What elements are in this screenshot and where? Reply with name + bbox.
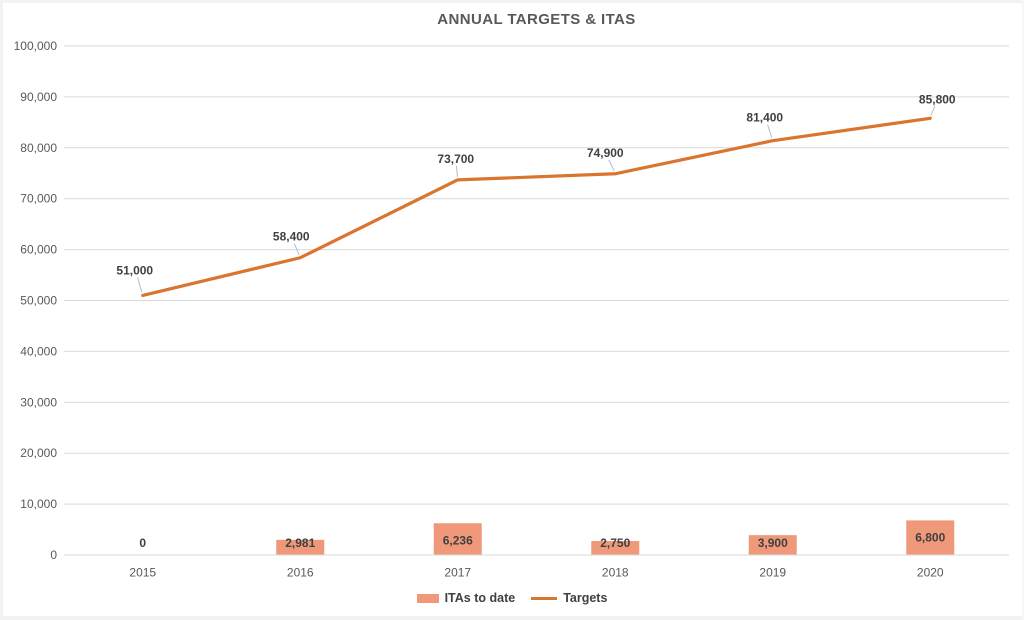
- y-axis-tick-label: 10,000: [20, 497, 57, 511]
- itas-data-label: 2,981: [285, 536, 315, 550]
- x-axis-tick-label: 2017: [444, 566, 471, 580]
- y-axis-tick-label: 40,000: [20, 344, 57, 358]
- itas-data-label: 6,236: [443, 533, 473, 547]
- bar-2020: [906, 520, 955, 555]
- legend-label-itas-to-date: ITAs to date: [444, 591, 516, 605]
- x-axis-tick-label: 2015: [129, 566, 156, 580]
- data-label-leader-line: [930, 106, 936, 116]
- targets-data-label: 58,400: [273, 230, 310, 244]
- targets-data-label: 74,900: [587, 146, 624, 160]
- bar-2018: [591, 541, 640, 555]
- y-axis-tick-label: 0: [50, 548, 57, 562]
- x-axis-tick-label: 2019: [759, 566, 786, 580]
- itas-data-label: 0: [139, 536, 146, 550]
- y-axis-tick-label: 80,000: [20, 141, 57, 155]
- y-axis-tick-label: 20,000: [20, 446, 57, 460]
- targets-data-label: 81,400: [746, 111, 783, 125]
- line-series-swatch: [531, 596, 558, 600]
- y-axis-tick-label: 60,000: [20, 243, 57, 257]
- y-axis-tick-label: 100,000: [14, 39, 58, 53]
- page-border-right: [1022, 0, 1024, 620]
- chart-legend: ITAs to date Targets: [0, 589, 1024, 607]
- bar-2019: [748, 535, 797, 555]
- chart-title: ANNUAL TARGETS & ITAS: [437, 11, 636, 28]
- data-label-leader-line: [293, 243, 300, 255]
- x-axis-tick-label: 2018: [602, 566, 629, 580]
- bar-2016: [276, 539, 325, 555]
- targets-data-label: 85,800: [919, 92, 956, 106]
- legend-label-targets: Targets: [563, 591, 608, 605]
- targets-line-series: [141, 116, 932, 298]
- y-axis-tick-label: 50,000: [20, 294, 57, 308]
- targets-data-label: 51,000: [116, 263, 153, 277]
- itas-data-label: 6,800: [915, 530, 945, 544]
- page-border-left: [0, 0, 3, 620]
- data-label-leader-line: [608, 159, 615, 171]
- data-label-leader-line: [137, 277, 143, 293]
- page-border-top: [0, 0, 1024, 3]
- x-axis-tick-label: 2016: [287, 566, 314, 580]
- y-axis-tick-label: 30,000: [20, 395, 57, 409]
- data-label-leader-line: [455, 165, 459, 177]
- y-axis-tick-label: 90,000: [20, 90, 57, 104]
- targets-data-label: 73,700: [437, 152, 474, 166]
- y-axis-tick-label: 70,000: [20, 192, 57, 206]
- legend-item-itas-to-date: ITAs to date: [416, 591, 516, 605]
- itas-data-label: 2,750: [600, 536, 630, 550]
- legend-item-targets: Targets: [531, 591, 607, 605]
- bar-series-swatch: [416, 593, 439, 603]
- x-axis-tick-label: 2020: [917, 566, 944, 580]
- bar-2017: [433, 523, 482, 555]
- page-border-bottom: [0, 616, 1024, 620]
- itas-data-label: 3,900: [758, 536, 788, 550]
- data-label-leader-line: [767, 124, 773, 138]
